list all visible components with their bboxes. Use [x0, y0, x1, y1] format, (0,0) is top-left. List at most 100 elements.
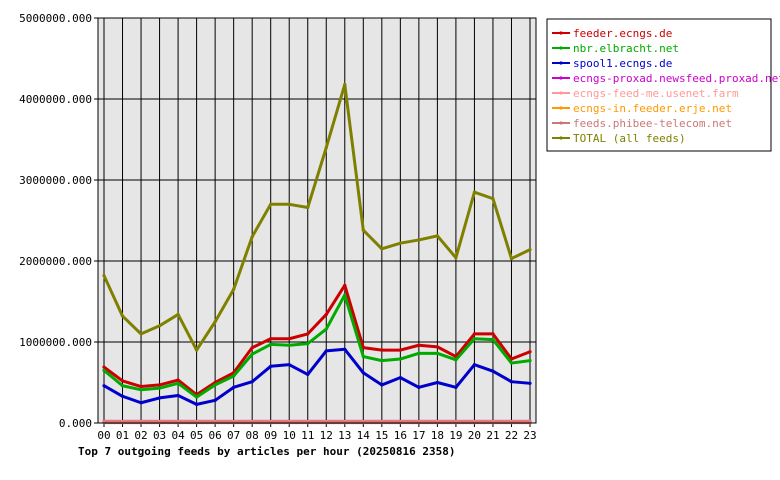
data-point-2	[102, 384, 106, 388]
data-point-0	[269, 337, 273, 341]
data-point-0	[491, 332, 495, 336]
data-point-1	[120, 384, 125, 388]
data-point-0	[120, 379, 125, 383]
data-point-7	[176, 312, 180, 317]
x-tick-label: 13	[338, 429, 351, 442]
x-tick-label: 19	[449, 429, 462, 442]
legend-label: ecngs-in.feeder.erje.net	[573, 102, 732, 115]
legend-label: nbr.elbracht.net	[573, 42, 679, 55]
legend-marker	[559, 31, 563, 35]
data-point-7	[102, 273, 106, 278]
y-tick-label: 1000000.000	[19, 336, 92, 349]
x-tick-label: 08	[246, 429, 259, 442]
x-tick-label: 18	[431, 429, 444, 442]
data-point-2	[139, 401, 143, 405]
x-tick-label: 12	[320, 429, 333, 442]
legend-label: ecngs-feed-me.usenet.farm	[573, 87, 739, 100]
data-point-1	[324, 327, 328, 331]
data-point-7	[269, 202, 273, 206]
data-point-7	[287, 202, 291, 206]
data-point-0	[398, 348, 402, 352]
x-tick-label: 06	[209, 429, 222, 442]
data-point-0	[380, 348, 384, 352]
data-point-2	[417, 385, 421, 389]
x-tick-label: 04	[171, 429, 185, 442]
data-point-7	[380, 247, 384, 251]
legend-marker	[559, 61, 563, 65]
x-tick-label: 00	[97, 429, 110, 442]
legend-marker	[559, 91, 563, 95]
x-tick-label: 14	[357, 429, 371, 442]
data-point-1	[269, 342, 273, 347]
y-tick-label: 3000000.000	[19, 174, 92, 187]
y-axis-ticks: 0.000 1000000.000 2000000.000 3000000.000 40…	[19, 12, 98, 430]
x-tick-label: 16	[394, 429, 407, 442]
data-point-2	[306, 372, 310, 376]
data-point-1	[343, 293, 347, 297]
series-lines	[102, 82, 532, 425]
legend-marker	[559, 76, 563, 80]
data-point-2	[324, 349, 328, 353]
legend-marker	[559, 121, 563, 125]
data-point-7	[139, 332, 143, 336]
x-tick-label: 05	[190, 429, 203, 442]
legend-label: feeds.phibee-telecom.net	[573, 117, 732, 130]
data-point-1	[139, 388, 143, 392]
data-point-0	[472, 332, 477, 336]
data-point-0	[157, 383, 162, 387]
data-point-1	[454, 358, 458, 362]
data-point-1	[195, 395, 199, 399]
legend-marker	[559, 106, 563, 110]
data-point-7	[324, 146, 328, 150]
data-point-2	[491, 369, 495, 373]
x-tick-label: 15	[375, 429, 388, 442]
data-point-1	[102, 368, 106, 372]
data-point-7	[454, 256, 458, 260]
data-point-1	[417, 351, 421, 355]
data-point-7	[435, 234, 439, 238]
legend-marker	[559, 136, 563, 140]
data-point-0	[306, 332, 310, 336]
data-point-7	[361, 228, 365, 232]
series-line-2	[103, 347, 531, 406]
data-point-1	[380, 359, 384, 363]
series-line-7	[102, 82, 531, 352]
data-point-2	[287, 363, 291, 367]
x-tick-label: 02	[134, 429, 147, 442]
data-point-2	[269, 364, 273, 368]
data-point-0	[176, 378, 180, 382]
data-point-7	[250, 235, 254, 239]
data-point-7	[157, 324, 162, 328]
data-point-0	[139, 384, 143, 389]
data-point-2	[120, 394, 125, 398]
data-point-1	[509, 361, 514, 365]
data-point-1	[398, 357, 402, 361]
data-point-2	[250, 380, 254, 384]
data-point-0	[435, 345, 439, 349]
legend-marker	[559, 46, 563, 50]
data-point-1	[491, 337, 495, 342]
y-tick-label: 5000000.000	[19, 12, 92, 25]
data-point-1	[232, 374, 236, 378]
data-point-7	[306, 205, 310, 210]
data-point-0	[417, 343, 421, 347]
data-point-2	[398, 376, 402, 380]
x-tick-label: 23	[523, 429, 536, 442]
data-point-1	[287, 343, 291, 347]
data-point-7	[491, 197, 495, 201]
data-point-2	[380, 383, 384, 387]
data-point-7	[195, 348, 199, 352]
data-point-1	[472, 337, 477, 341]
legend: feeder.ecngs.de nbr.elbracht.net spool1.ec…	[546, 18, 780, 152]
data-point-2	[176, 393, 180, 398]
data-point-7	[213, 320, 217, 324]
data-point-1	[435, 351, 439, 355]
data-point-2	[509, 380, 514, 384]
data-point-7	[120, 314, 125, 318]
legend-label: ecngs-proxad.newsfeed.proxad.net	[573, 72, 780, 85]
data-point-1	[528, 359, 532, 363]
y-tick-label: 2000000.000	[19, 255, 92, 268]
data-point-1	[213, 383, 217, 387]
data-point-7	[398, 241, 402, 245]
